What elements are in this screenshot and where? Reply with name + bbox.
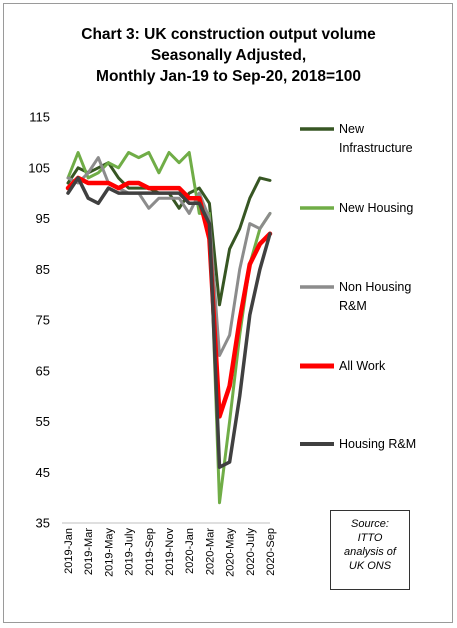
- x-tick-label: 2019-July: [124, 528, 136, 576]
- title-line-2: Seasonally Adjusted,: [150, 47, 307, 64]
- title-line-3: Monthly Jan-19 to Sep-20, 2018=100: [96, 68, 361, 85]
- chart-frame: [3, 3, 453, 623]
- series-line-non-housing-r-m: [66, 156, 272, 357]
- chart-title: Chart 3: UK construction output volume S…: [0, 24, 457, 87]
- series-line-housing-r-m: [66, 176, 272, 469]
- source-line-4: UK ONS: [348, 560, 392, 572]
- title-line-1: Chart 3: UK construction output volume: [81, 26, 376, 43]
- source-line-3: analysis of: [344, 546, 396, 558]
- legend-label-non-housing-r-m: Non Housing R&M: [339, 280, 411, 313]
- y-tick-label: 95: [36, 211, 50, 226]
- axes: 35 45 55 65 75 85 95 105 115 2019-Jan 2019-Mar 2019…: [28, 110, 277, 577]
- x-tick-label: 2019-Jan: [63, 528, 75, 574]
- x-tick-label: 2020-Jan: [184, 528, 196, 574]
- legend-label-new-housing: New Housing: [339, 201, 413, 215]
- legend-label-new-infrastructure: New Infrastructure: [339, 122, 413, 155]
- source-note: Source: ITTO analysis of UK ONS: [330, 510, 410, 590]
- y-tick-label: 45: [36, 465, 50, 480]
- series-lines: [65, 151, 273, 505]
- y-tick-label: 105: [28, 160, 50, 175]
- x-tick-label: 2020-May: [225, 528, 237, 577]
- x-tick-label: 2020-Sep: [265, 528, 277, 576]
- series-line-all-work: [65, 175, 273, 419]
- y-tick-label: 115: [29, 110, 50, 125]
- x-tick-label: 2019-Mar: [83, 528, 95, 575]
- source-line-1: Source:: [351, 518, 389, 530]
- legend-label-all-work: All Work: [339, 359, 386, 373]
- x-tick-label: 2019-Sep: [144, 528, 156, 576]
- y-tick-label: 85: [36, 262, 50, 277]
- y-tick-label: 75: [36, 313, 50, 328]
- y-tick-label: 65: [36, 363, 50, 378]
- source-line-2: ITTO: [357, 532, 383, 544]
- x-tick-label: 2019-May: [103, 528, 115, 577]
- x-tick-label: 2020-July: [245, 528, 257, 576]
- x-tick-label: 2019-Nov: [164, 528, 176, 576]
- legend-label-housing-r-m: Housing R&M: [339, 437, 416, 451]
- legend: New Infrastructure New Housing Non Housing R…: [300, 122, 416, 451]
- y-tick-label: 35: [36, 516, 50, 531]
- y-tick-label: 55: [36, 414, 50, 429]
- x-tick-label: 2020-Mar: [204, 528, 216, 575]
